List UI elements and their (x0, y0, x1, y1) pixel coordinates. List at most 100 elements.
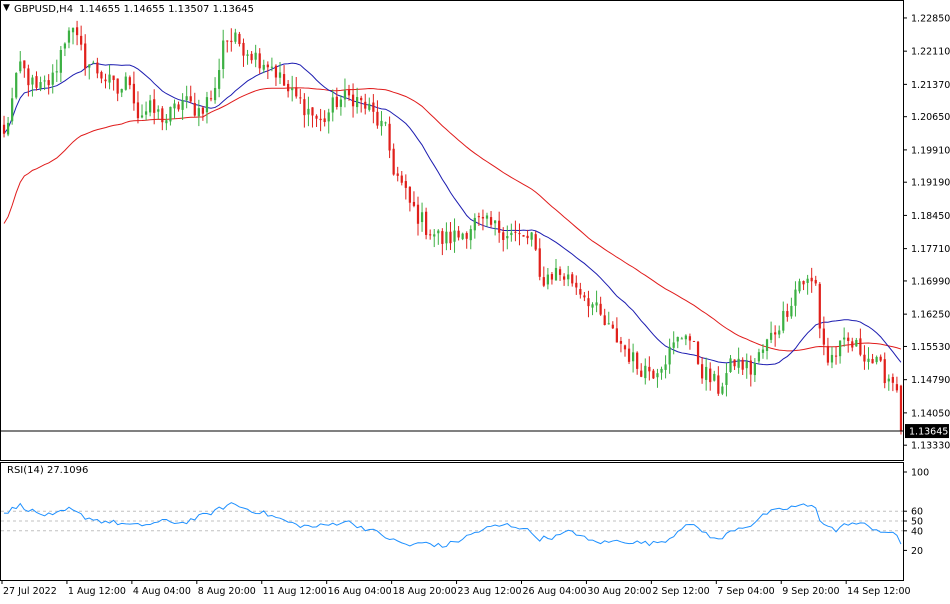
candle-bear (266, 64, 269, 68)
candle-bull (63, 43, 67, 49)
current-price-tag (905, 424, 949, 439)
price-tick-label: 1.14790 (911, 375, 950, 386)
time-tick-label: 14 Sep 12:00 (847, 586, 910, 597)
candle-bull (713, 373, 716, 381)
candle-bull (493, 220, 497, 224)
candle-bear (802, 281, 805, 285)
candle-bull (684, 335, 687, 340)
candle-bull (453, 230, 456, 242)
candle-bull (55, 71, 58, 73)
candle-bear (360, 97, 363, 101)
candle-bull (510, 232, 513, 236)
candle-bull (595, 302, 598, 306)
candle-bull (165, 120, 168, 124)
candle-bull (380, 120, 383, 127)
candle-bear (522, 235, 525, 237)
candle-bear (416, 204, 420, 224)
candle-bull (664, 364, 667, 370)
candle-bear (315, 115, 318, 119)
candle-bull (234, 32, 237, 42)
time-tick-label: 11 Aug 12:00 (263, 586, 327, 597)
candle-bear (623, 345, 627, 350)
candle-bear (47, 80, 50, 86)
candle-bull (120, 88, 123, 93)
candle-bear (376, 111, 379, 126)
price-tick-label: 1.14050 (911, 408, 950, 419)
candle-bull (672, 342, 675, 348)
candle-bull (67, 30, 71, 43)
candle-bull (157, 109, 160, 112)
candle-bull (88, 64, 91, 68)
candle-bull (59, 49, 62, 73)
candle-bull (607, 323, 610, 325)
candle-bull (185, 96, 188, 101)
candle-bull (830, 354, 834, 363)
candle-bear (449, 231, 452, 244)
candle-bear (619, 340, 623, 344)
candle-bear (851, 341, 854, 348)
candle-bull (144, 111, 148, 115)
candle-bull (92, 62, 95, 64)
candle-bull (473, 217, 476, 231)
candle-bull (729, 358, 732, 372)
candle-bull (307, 108, 310, 115)
price-tick-label: 1.18450 (911, 211, 950, 222)
candle-bear (27, 68, 30, 86)
candle-bull (11, 98, 14, 122)
candle-bear (392, 148, 395, 175)
candle-bear (364, 101, 367, 109)
candle-bear (35, 76, 38, 88)
candle-bear (871, 358, 874, 364)
candle-bear (526, 235, 529, 239)
candle-bull (343, 90, 347, 100)
candle-bear (274, 65, 278, 78)
candle-bull (356, 97, 359, 108)
price-tick-label: 1.17710 (911, 244, 950, 255)
candle-bull (867, 358, 870, 362)
candle-bull (554, 267, 558, 281)
candle-bear (834, 355, 838, 357)
candle-bear (351, 94, 355, 107)
candle-bull (6, 122, 10, 135)
candle-bear (404, 181, 407, 188)
time-tick-label: 18 Aug 20:00 (393, 586, 457, 597)
candle-bear (457, 230, 460, 238)
candle-bear (571, 274, 574, 284)
candle-bull (254, 52, 257, 60)
candle-bull (757, 352, 761, 362)
rsi-tick-label: 100 (911, 468, 929, 479)
candle-bear (587, 298, 590, 307)
candle-bear (741, 359, 744, 370)
candle-bear (627, 348, 631, 362)
candle-bull (676, 336, 679, 342)
candle-bear (514, 231, 517, 233)
candle-bear (282, 74, 286, 86)
candle-bull (753, 363, 756, 376)
candle-bear (583, 295, 586, 298)
candle-bull (745, 361, 748, 369)
candle-bear (599, 303, 602, 315)
candle-bull (461, 233, 464, 240)
candle-bear (611, 324, 614, 329)
price-tick-label: 1.21370 (911, 80, 950, 91)
candle-bull (31, 77, 34, 85)
candle-bull (725, 373, 728, 385)
candle-bear (717, 375, 720, 394)
candle-bear (2, 124, 6, 134)
price-tick-label: 1.15530 (911, 342, 950, 353)
candle-bear (311, 107, 314, 116)
candle-bear (201, 107, 205, 114)
candle-bull (437, 230, 440, 234)
time-tick-label: 9 Sep 20:00 (782, 586, 839, 597)
candle-bull (838, 340, 842, 357)
candle-bear (388, 123, 391, 151)
candle-bear (128, 77, 131, 86)
candle-bear (465, 233, 468, 239)
candle-bull (855, 340, 858, 347)
candle-bull (140, 115, 144, 118)
candle-bear (603, 315, 606, 325)
candle-bear (879, 356, 882, 361)
candle-bear (177, 104, 180, 110)
header-dropdown-icon[interactable]: ▼ (3, 3, 10, 13)
